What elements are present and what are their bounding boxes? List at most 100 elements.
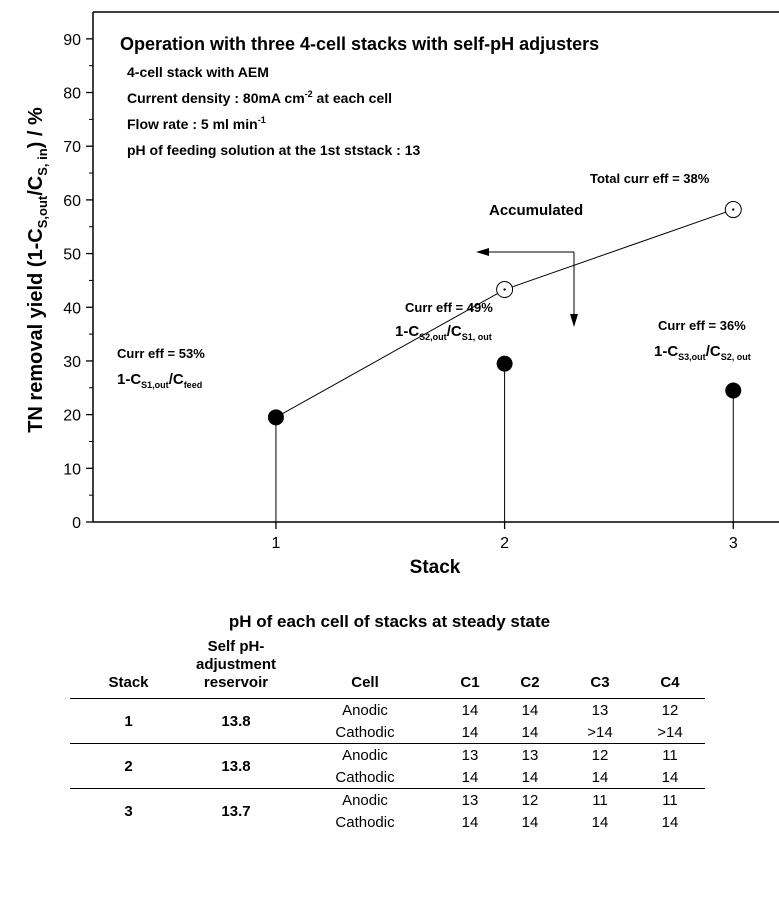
arrow-down-head	[570, 314, 578, 327]
row3-cathodic-c4: 14	[661, 813, 679, 831]
y-label-part-1: TN removal yield (1-C	[25, 228, 47, 433]
s2-formula-b: S2,out	[419, 332, 447, 342]
row3-reservoir: 13.7	[221, 802, 251, 820]
s3-formula-a: 1-C	[654, 343, 678, 360]
row1-anodic-label: Anodic	[342, 701, 388, 719]
row3-cathodic-c1: 14	[461, 813, 479, 831]
note-current-density: Current density : 80mA cm-2 at each cell	[127, 89, 392, 106]
x-axis-label: Stack	[410, 557, 461, 578]
note-current-density-main: Current density : 80mA cm	[127, 90, 305, 106]
row1-cathodic-c4: >14	[657, 723, 683, 741]
header-c1: C1	[460, 674, 480, 691]
header-c2: C2	[520, 674, 540, 691]
header-c4: C4	[660, 674, 680, 691]
note-current-density-tail: at each cell	[313, 90, 392, 106]
accumulated-label: Accumulated	[489, 202, 583, 219]
row2-cathodic-label: Cathodic	[335, 768, 395, 786]
stack1-eff-label: Curr eff = 53%	[117, 346, 205, 361]
s3-formula-c: /C	[706, 343, 721, 360]
table-row: 2 13.8 Anodic 13 13 12 11	[70, 744, 705, 775]
row3-anodic-c1: 13	[461, 791, 479, 809]
header-cell: Cell	[351, 674, 379, 691]
header-stack: Stack	[108, 674, 149, 691]
y-axis-label: TN removal yield (1-CS,out/CS, in) / %	[25, 107, 50, 433]
row3-cathodic-c2: 14	[521, 813, 539, 831]
y-tick-label: 60	[63, 193, 81, 210]
note-aem: 4-cell stack with AEM	[127, 64, 269, 80]
y-tick-label: 50	[63, 247, 81, 264]
x-ticks: 1 2 3	[271, 522, 738, 552]
row3-anodic-c4: 11	[662, 791, 678, 809]
stack3-eff-label: Curr eff = 36%	[658, 318, 746, 333]
tn-removal-chart: 0 10 20 30 40 50 60 70 80 90 1 2 3 TN removal yield…	[25, 11, 779, 578]
y-tick-label: 90	[63, 32, 81, 49]
s1-formula-c: /C	[169, 371, 184, 388]
row1-anodic-c2: 14	[521, 701, 539, 719]
s2-formula-d: S1, out	[462, 332, 492, 342]
header-reservoir-1: Self pH-	[207, 638, 265, 655]
y-ticks: 0 10 20 30 40 50 60 70 80 90	[63, 32, 93, 532]
row2-anodic-label: Anodic	[342, 746, 388, 764]
row1-reservoir: 13.8	[221, 712, 251, 730]
row2-cathodic-c2: 14	[521, 768, 539, 786]
note-current-density-sup: -2	[305, 89, 313, 99]
s2-formula-a: 1-C	[395, 323, 419, 340]
x-tick-label: 1	[271, 535, 280, 552]
y-label-part-3: ) / %	[25, 107, 47, 148]
row2-anodic-c3: 12	[591, 746, 609, 764]
row2-anodic-c1: 13	[461, 746, 479, 764]
row3-cathodic-label: Cathodic	[335, 813, 395, 831]
row1-cathodic-c2: 14	[521, 723, 539, 741]
total-eff-label: Total curr eff = 38%	[590, 171, 710, 186]
row1-anodic-c1: 14	[461, 701, 479, 719]
header-reservoir: Self pH-adjustment reservoir	[187, 638, 285, 699]
note-flow-rate-main: Flow rate : 5 ml min	[127, 116, 258, 132]
stack-yield-point	[496, 355, 513, 372]
y-tick-label: 40	[63, 300, 81, 317]
y-label-part-2: /C	[25, 176, 47, 196]
stack2-formula: 1-CS2,out/CS1, out	[395, 323, 492, 342]
row1-anodic-c4: 12	[661, 701, 679, 719]
table-header-row: Stack Self pH-adjustment reservoir Cell C…	[70, 638, 705, 699]
note-feed-ph: pH of feeding solution at the 1st ststac…	[127, 142, 420, 158]
accumulated-point-center	[732, 208, 735, 211]
table-row: Cathodic 14 14 14 14	[70, 811, 705, 833]
accumulated-arrows	[476, 248, 578, 327]
s3-formula-d: S2, out	[721, 352, 751, 362]
row3-anodic-label: Anodic	[342, 791, 388, 809]
y-tick-label: 0	[72, 515, 81, 532]
y-tick-label: 20	[63, 408, 81, 425]
stack3-formula: 1-CS3,out/CS2, out	[654, 343, 751, 362]
header-reservoir-2: adjustment	[195, 656, 276, 673]
row2-stack: 2	[124, 757, 133, 775]
accumulated-points	[496, 201, 742, 299]
row2-cathodic-c4: 14	[661, 768, 679, 786]
y-tick-label: 70	[63, 139, 81, 156]
s1-formula-a: 1-C	[117, 371, 141, 388]
stems	[275, 363, 734, 522]
s3-formula-b: S3,out	[678, 352, 706, 362]
note-flow-rate: Flow rate : 5 ml min-1	[127, 115, 266, 132]
header-c3: C3	[590, 674, 610, 691]
row2-reservoir: 13.8	[221, 757, 251, 775]
arrow-left-head	[476, 248, 489, 256]
row1-cathodic-label: Cathodic	[335, 723, 395, 741]
table-row: Cathodic 14 14 14 14	[70, 766, 705, 789]
y-tick-label: 80	[63, 86, 81, 103]
s1-formula-d: feed	[184, 380, 203, 390]
row3-anodic-c2: 12	[521, 791, 539, 809]
note-flow-rate-sup: -1	[258, 115, 266, 125]
y-tick-label: 30	[63, 354, 81, 371]
table-row: Cathodic 14 14 >14 >14	[70, 721, 705, 744]
y-label-sub-2: S, in	[35, 148, 50, 176]
row2-cathodic-c3: 14	[591, 768, 609, 786]
stack2-eff-label: Curr eff = 49%	[405, 300, 493, 315]
stack-yield-point	[267, 409, 284, 426]
row2-anodic-c2: 13	[521, 746, 539, 764]
row1-cathodic-c1: 14	[461, 723, 479, 741]
s1-formula-b: S1,out	[141, 380, 169, 390]
stack-yield-point	[725, 382, 742, 399]
x-tick-label: 3	[729, 535, 738, 552]
accumulated-point-center	[503, 288, 506, 291]
row1-stack: 1	[124, 712, 133, 730]
